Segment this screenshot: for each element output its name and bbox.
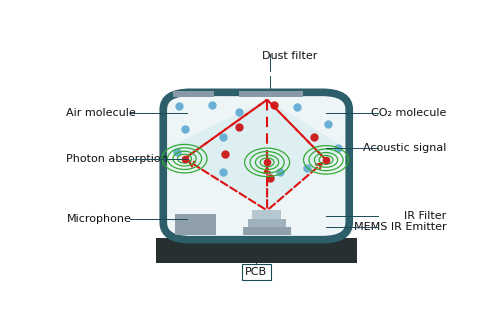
FancyBboxPatch shape	[242, 227, 291, 235]
Polygon shape	[167, 100, 346, 211]
Text: Air molecule: Air molecule	[66, 108, 136, 118]
FancyBboxPatch shape	[175, 214, 216, 235]
FancyBboxPatch shape	[252, 211, 282, 219]
Text: Dust filter: Dust filter	[262, 51, 317, 61]
Text: CO₂ molecule: CO₂ molecule	[371, 108, 446, 118]
FancyBboxPatch shape	[173, 91, 214, 97]
FancyBboxPatch shape	[163, 92, 349, 240]
Text: PCB: PCB	[245, 267, 268, 277]
Text: Microphone: Microphone	[66, 214, 131, 224]
Text: IR Filter: IR Filter	[404, 211, 446, 221]
Text: Photon absorption: Photon absorption	[66, 154, 168, 164]
FancyBboxPatch shape	[156, 239, 357, 263]
Text: Acoustic signal: Acoustic signal	[363, 143, 446, 152]
FancyBboxPatch shape	[248, 219, 286, 227]
FancyBboxPatch shape	[239, 91, 303, 97]
Text: MEMS IR Emitter: MEMS IR Emitter	[354, 222, 446, 233]
